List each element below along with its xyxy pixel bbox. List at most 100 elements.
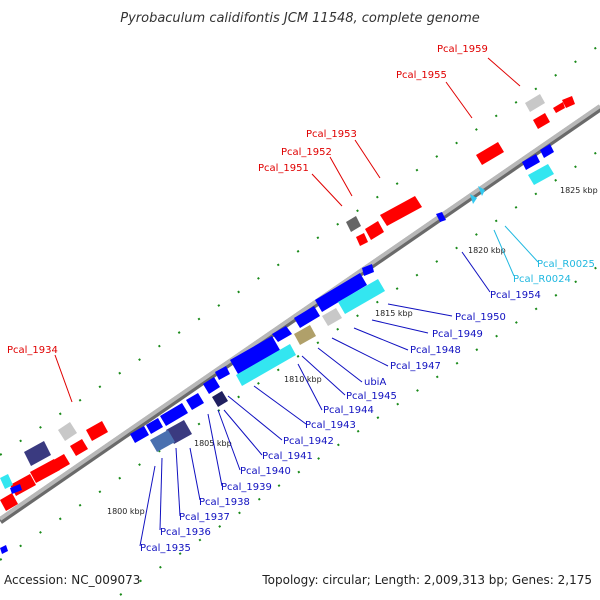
leader-pcal-1947 (331, 337, 389, 367)
guide-track-far (119, 264, 600, 596)
gene-cyan-r0025 (478, 186, 485, 196)
leader-pcal-1940 (217, 409, 241, 471)
gene-blue-r1 (522, 154, 540, 170)
tick-label-1820: 1820 kbp (468, 246, 506, 255)
label-pcal-1934[interactable]: Pcal_1934 (7, 345, 58, 356)
label-pcal-1947[interactable]: Pcal_1947 (390, 361, 441, 372)
label-pcal-1936[interactable]: Pcal_1936 (160, 527, 211, 538)
leader-pcal-1935 (139, 465, 156, 547)
guide-track-outer (0, 44, 600, 456)
gene-blue-1950b (362, 264, 374, 276)
leader-pcal-1939 (207, 413, 223, 487)
label-pcal-1948[interactable]: Pcal_1948 (410, 345, 461, 356)
label-pcal-1941[interactable]: Pcal_1941 (262, 451, 313, 462)
label-pcal-1950[interactable]: Pcal_1950 (455, 312, 506, 323)
label-pcal-1951[interactable]: Pcal_1951 (258, 163, 309, 174)
leader-pcal-1941 (223, 409, 263, 456)
label-pcal-1955[interactable]: Pcal_1955 (396, 70, 447, 81)
gene-blue-bottom (0, 545, 8, 554)
leader-pcal-r0025 (504, 225, 539, 263)
gene-navy-1941 (212, 391, 228, 407)
leader-pcal-1950 (387, 303, 453, 317)
leader-pcal-1951 (311, 173, 343, 207)
backbone-line (0, 104, 600, 521)
label-pcal-1954[interactable]: Pcal_1954 (490, 290, 541, 301)
leader-pcal-1944 (297, 363, 323, 411)
gene-blue-1938 (146, 418, 163, 434)
leader-pcal-1959 (487, 57, 521, 87)
gene-pcal-1951-shape (356, 233, 368, 246)
label-ubia[interactable]: ubiA (364, 377, 386, 388)
label-pcal-1943[interactable]: Pcal_1943 (305, 420, 356, 431)
gene-red-1 (533, 113, 550, 129)
gene-gray-2 (58, 422, 77, 441)
label-pcal-1952[interactable]: Pcal_1952 (281, 147, 332, 158)
gene-cyan-1949 (338, 279, 385, 314)
leader-pcal-1937 (175, 447, 181, 517)
label-pcal-1939[interactable]: Pcal_1939 (221, 482, 272, 493)
leader-pcal-1938 (189, 447, 201, 501)
leader-pcal-1943 (253, 385, 307, 425)
label-pcal-1959[interactable]: Pcal_1959 (437, 44, 488, 55)
label-pcal-1942[interactable]: Pcal_1942 (283, 436, 334, 447)
leader-lines (54, 57, 539, 547)
leader-pcal-1945 (301, 355, 346, 396)
gene-blue-1943 (203, 377, 220, 394)
gene-pcal-1959-shape (562, 96, 575, 108)
guide-tracks (0, 44, 600, 596)
tick-label-1805: 1805 kbp (194, 439, 232, 448)
gene-blue-small-1 (272, 326, 292, 342)
gene-gray-1948 (322, 308, 342, 326)
gene-blue-left (10, 484, 22, 494)
label-pcal-1953[interactable]: Pcal_1953 (306, 129, 357, 140)
gene-gray-1 (525, 94, 545, 112)
leader-pcal-1936 (159, 457, 163, 531)
label-pcal-1944[interactable]: Pcal_1944 (323, 405, 374, 416)
leader-pcal-1948 (353, 327, 409, 351)
gene-cyan-r0024 (470, 194, 477, 204)
kbp-ticks: 1800 kbp 1805 kbp 1810 kbp 1815 kbp 1820… (107, 186, 598, 516)
label-pcal-1935[interactable]: Pcal_1935 (140, 543, 191, 554)
gene-small-fwd-1 (553, 102, 565, 113)
topology-text: Topology: circular; Length: 2,009,313 bp… (262, 573, 592, 587)
gene-steel-1935 (150, 430, 175, 452)
leader-pcal-1949 (371, 319, 429, 334)
leader-pcal-1952 (329, 156, 353, 197)
gene-cyan-1944 (236, 344, 296, 386)
leader-pcal-1953 (354, 139, 381, 179)
label-pcal-r0025[interactable]: Pcal_R0025 (537, 259, 595, 270)
gene-blue-1940 (186, 393, 204, 410)
label-pcal-1940[interactable]: Pcal_1940 (240, 466, 291, 477)
tick-label-1800: 1800 kbp (107, 507, 145, 516)
gene-blue-1950 (315, 273, 367, 312)
gene-blue-1937 (130, 426, 149, 443)
label-pcal-1937[interactable]: Pcal_1937 (179, 512, 230, 523)
tick-label-1815: 1815 kbp (375, 309, 413, 318)
gene-pcal-1955-shape (476, 142, 504, 165)
leader-pcal-r0024 (493, 229, 515, 277)
gene-blue-1939 (160, 403, 188, 426)
gene-blue-r2 (540, 144, 554, 158)
gene-navy-1 (24, 441, 51, 466)
leader-pcal-1934 (54, 354, 73, 403)
label-pcal-1949[interactable]: Pcal_1949 (432, 329, 483, 340)
gene-blue-1942 (215, 366, 230, 380)
gene-khaki-ubia (294, 325, 316, 345)
label-pcal-1938[interactable]: Pcal_1938 (199, 497, 250, 508)
gene-red-6 (0, 493, 18, 511)
gene-red-4 (30, 459, 60, 483)
gene-pcal-1952-shape (365, 221, 384, 240)
label-pcal-1945[interactable]: Pcal_1945 (346, 391, 397, 402)
gene-pcal-1953-shape (380, 196, 422, 226)
gene-blue-r3 (436, 212, 446, 222)
label-pcal-r0024[interactable]: Pcal_R0024 (513, 274, 571, 285)
gene-labels: Pcal_1959 Pcal_1955 Pcal_1953 Pcal_1952 … (7, 44, 595, 554)
tick-label-1825: 1825 kbp (560, 186, 598, 195)
forward-strand-genes (0, 94, 575, 511)
leader-pcal-1955 (445, 81, 473, 119)
gene-cyan-r1 (528, 164, 554, 185)
leader-pcal-1954 (461, 251, 491, 293)
gene-blue-1945 (230, 336, 280, 374)
gene-pcal-1934-shape (86, 421, 108, 441)
